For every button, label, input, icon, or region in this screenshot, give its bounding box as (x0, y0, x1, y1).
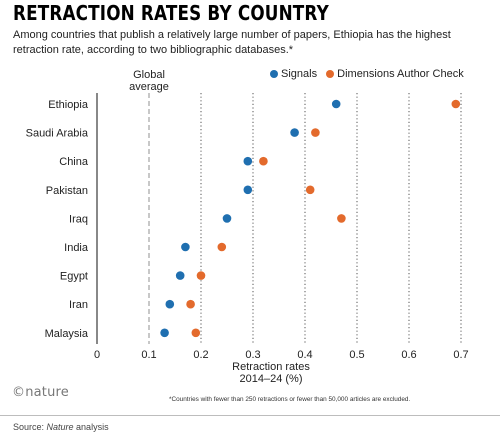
x-tick-label-2: 0.2 (193, 349, 208, 361)
point-signals-pakistan (243, 185, 253, 195)
category-label-india: India (64, 242, 89, 254)
source-prefix: Source: (13, 422, 47, 432)
point-dimensions-ethiopia (451, 99, 461, 109)
legend-label-signals: Signals (281, 68, 318, 80)
point-signals-iraq (222, 214, 232, 223)
point-dimensions-saudi-arabia (311, 128, 320, 137)
legend-label-dimensions: Dimensions Author Check (337, 68, 464, 80)
x-axis-label-0: Retraction rates (232, 361, 310, 373)
category-label-malaysia: Malaysia (45, 328, 89, 340)
point-dimensions-iran (186, 299, 195, 309)
category-label-ethiopia: Ethiopia (48, 99, 89, 111)
point-dimensions-india (217, 242, 227, 252)
x-tick-label-3: 0.3 (245, 349, 260, 361)
source-line: Source: Nature analysis (13, 422, 109, 432)
point-dimensions-iraq (337, 214, 346, 223)
x-tick-label-5: 0.5 (349, 349, 364, 361)
x-tick-label-7: 0.7 (453, 349, 468, 361)
point-signals-iran (165, 299, 175, 309)
point-signals-egypt (175, 271, 185, 280)
point-signals-ethiopia (331, 99, 341, 109)
category-label-iran: Iran (69, 299, 88, 311)
x-tick-label-6: 0.6 (401, 349, 416, 361)
chart-title: RETRACTION RATES BY COUNTRY (13, 1, 329, 25)
point-signals-india (181, 242, 190, 252)
source-name: Nature (46, 422, 74, 432)
category-label-iraq: Iraq (69, 213, 88, 225)
category-label-egypt: Egypt (60, 271, 88, 283)
point-dimensions-malaysia (191, 328, 201, 338)
footer-divider (0, 415, 500, 416)
footnote: *Countries with fewer than 250 retractio… (169, 396, 411, 403)
source-suffix: analysis (73, 422, 109, 432)
point-dimensions-egypt (196, 271, 206, 280)
point-signals-malaysia (160, 328, 169, 338)
global-average-label-1: average (129, 81, 169, 93)
legend-swatch-signals (270, 69, 278, 78)
x-tick-label-0: 0 (94, 349, 100, 361)
x-tick-label-1: 0.1 (141, 349, 156, 361)
global-average-label-0: Global (133, 69, 165, 81)
chart-legend: Signals Dimensions Author Check (270, 68, 470, 80)
legend-item-signals: Signals (270, 68, 317, 80)
x-tick-label-4: 0.4 (297, 349, 312, 361)
nature-logo: ©nature (12, 385, 69, 400)
point-signals-china (243, 156, 253, 166)
point-dimensions-china (259, 156, 268, 166)
point-dimensions-pakistan (305, 185, 315, 195)
x-axis-label-1: 2014–24 (%) (240, 373, 303, 385)
category-label-china: China (59, 156, 89, 168)
legend-swatch-dimensions (326, 69, 335, 78)
category-label-saudi-arabia: Saudi Arabia (26, 128, 89, 140)
category-label-pakistan: Pakistan (46, 185, 88, 197)
point-signals-saudi-arabia (290, 128, 299, 137)
chart-subtitle: Among countries that publish a relativel… (13, 29, 451, 56)
legend-item-dimensions: Dimensions Author Check (326, 68, 464, 80)
